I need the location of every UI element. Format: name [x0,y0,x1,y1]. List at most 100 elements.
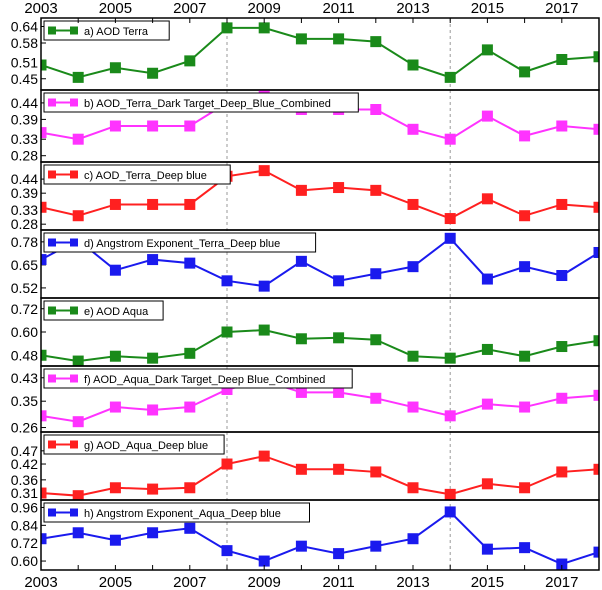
data-point [481,478,493,490]
y-tick-label: 0.26 [11,420,38,436]
data-point [556,466,568,478]
data-point [258,280,270,292]
series-line [41,379,599,423]
series-line [41,455,599,497]
data-point [407,350,419,362]
series-line [41,510,599,566]
data-point [41,410,47,422]
legend-marker [70,440,78,449]
x-tick-label: 2017 [545,574,578,590]
data-point [41,127,47,139]
series-line [41,26,599,79]
data-point [184,522,196,534]
x-tick-label: 2015 [471,574,504,590]
x-tick-label: 2007 [173,574,206,590]
data-point [593,123,599,135]
data-point [481,193,493,205]
data-point [519,401,531,413]
data-point [556,120,568,132]
data-point [519,350,531,362]
data-point [109,534,121,546]
data-point [221,326,233,338]
data-point [221,383,233,395]
y-tick-label: 0.96 [11,499,38,515]
legend-marker [70,238,78,247]
x-tick-label: 2013 [396,574,429,590]
data-point [147,120,159,132]
data-point [519,542,531,554]
data-point [444,71,456,83]
data-point [407,533,419,545]
series-group [41,324,599,366]
data-point [109,120,121,132]
y-tick-label: 0.42 [11,456,38,472]
y-tick-label: 0.52 [11,280,38,296]
data-point [184,482,196,494]
data-point [41,349,47,361]
legend-label: h) Angstrom Exponent_Aqua_Deep blue [84,508,281,520]
data-point [370,466,382,478]
data-point [481,110,493,122]
data-point [370,104,382,115]
data-point [370,36,382,48]
data-point [370,392,382,404]
data-point [519,210,531,222]
data-point [72,133,84,145]
data-point [147,198,159,210]
data-point [481,343,493,355]
x-tick-label: 2009 [248,574,281,590]
data-point [481,44,493,56]
y-tick-label: 0.35 [11,393,38,409]
data-point [593,546,599,558]
data-point [333,463,345,475]
data-point [444,352,456,364]
data-point [295,463,307,475]
x-tick-label: 2011 [322,0,354,17]
legend-label: d) Angstrom Exponent_Terra_Deep blue [84,238,280,250]
legend-label: f) AOD_Aqua_Dark Target_Deep Blue_Combin… [84,374,325,386]
legend-box [43,434,225,455]
data-point [556,198,568,210]
y-tick-label: 0.60 [11,553,38,569]
data-point [333,182,345,194]
data-point [184,198,196,210]
series-line [41,236,599,288]
data-point [444,133,456,145]
data-point [41,201,47,213]
data-point [72,71,84,83]
data-point [258,324,270,336]
data-point [407,401,419,413]
data-point [295,386,307,398]
y-tick-label: 0.58 [11,35,38,51]
data-point [519,66,531,78]
legend-label: a) AOD Terra [84,26,149,38]
data-point [221,545,233,557]
data-point [333,548,345,560]
data-point [221,275,233,287]
legend-label: g) AOD_Aqua_Deep blue [84,440,208,452]
series-group [41,450,599,500]
legend-box [43,368,353,389]
legend-marker [48,374,56,383]
data-point [184,120,196,132]
data-point [593,335,599,347]
data-point [481,543,493,555]
data-point [370,334,382,346]
data-point [184,55,196,67]
data-point [370,540,382,552]
data-point [333,386,345,398]
y-tick-label: 0.65 [11,257,38,273]
y-tick-label: 0.44 [11,171,38,187]
x-tick-label: 2011 [322,574,354,590]
y-tick-label: 0.45 [11,71,38,87]
x-tick-label: 2013 [396,0,429,17]
legend-marker [70,170,78,179]
data-point [593,389,599,401]
data-point [72,210,84,222]
legend-marker [48,508,56,517]
y-tick-label: 0.43 [11,370,38,386]
legend-marker [70,306,78,315]
data-point [72,527,84,539]
data-point [184,257,196,269]
